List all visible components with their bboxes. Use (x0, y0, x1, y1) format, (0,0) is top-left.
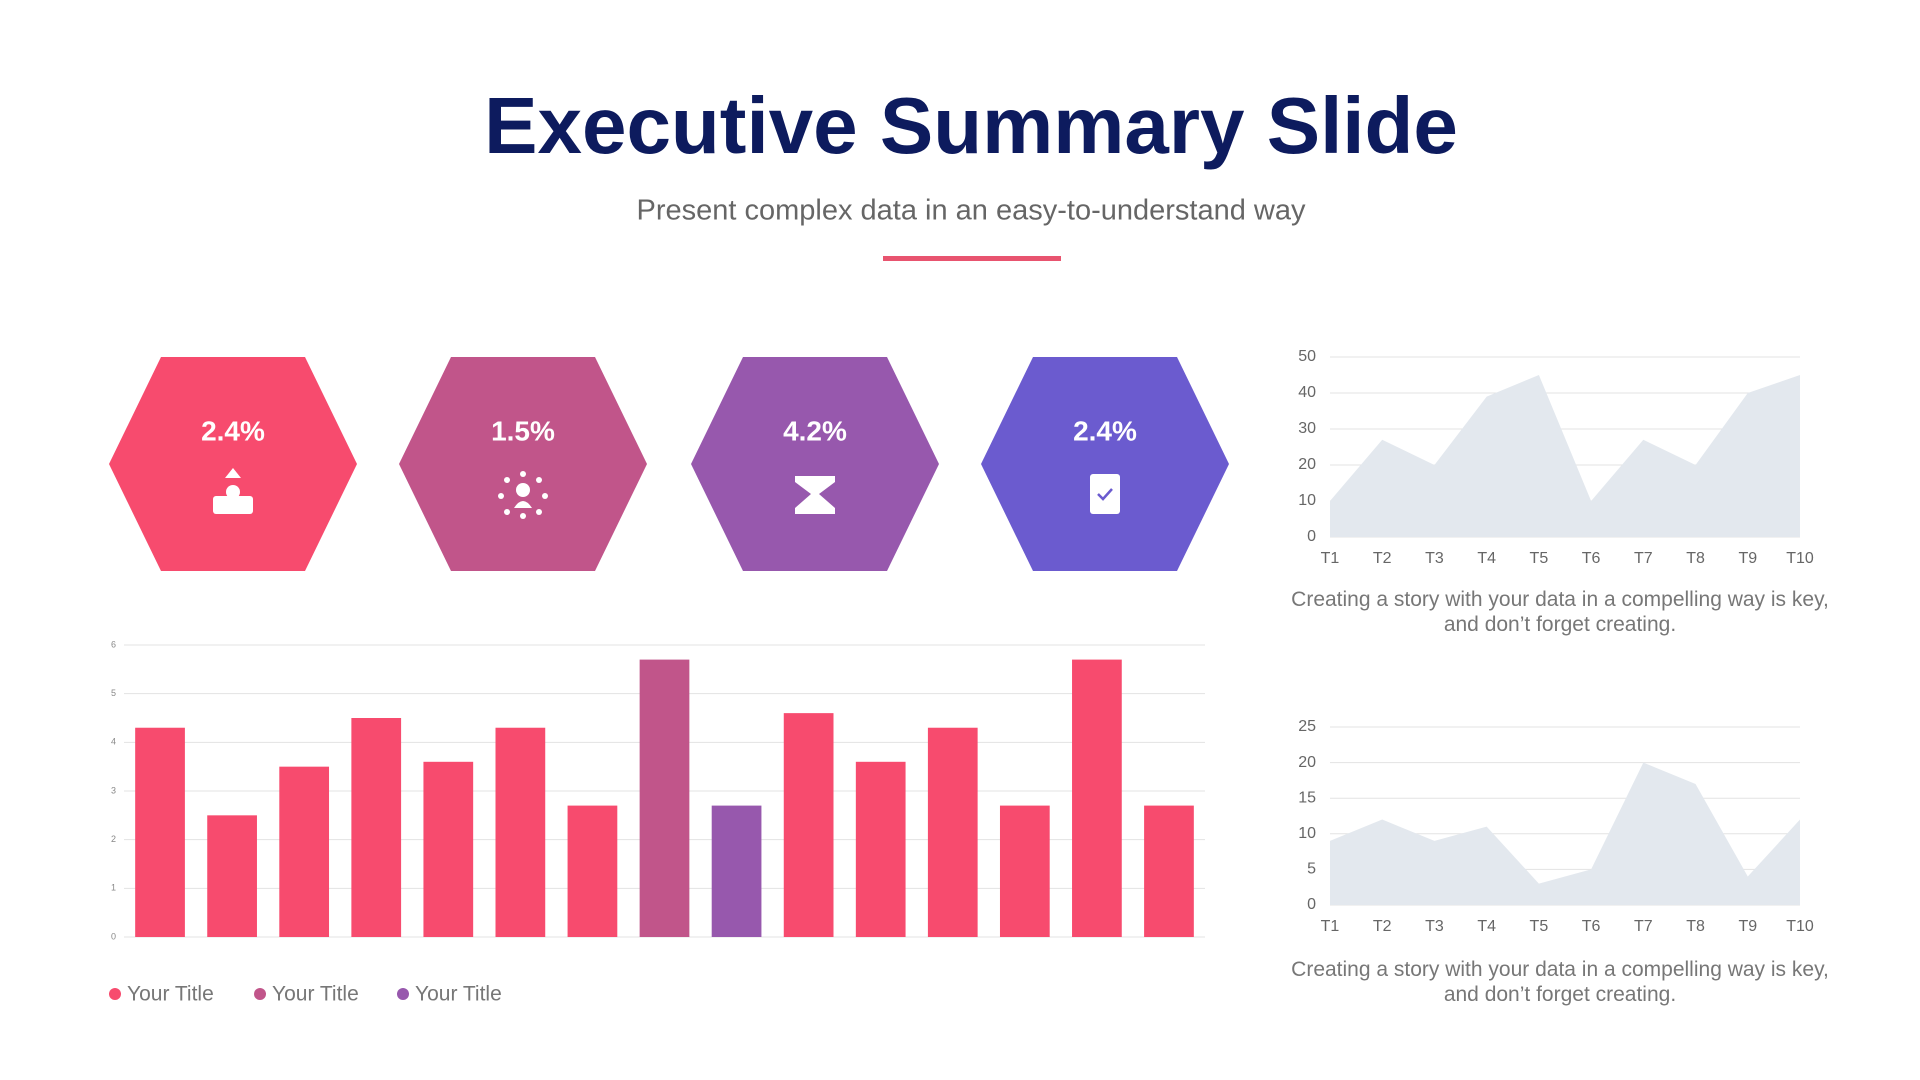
y-tick-label: 30 (1298, 420, 1316, 437)
y-tick-label: 20 (1298, 456, 1316, 473)
kpi-hexagon (109, 357, 357, 571)
x-tick-label: T2 (1373, 918, 1392, 935)
icon-part (1090, 474, 1120, 514)
x-tick-label: T7 (1634, 550, 1653, 567)
icon-part (542, 493, 548, 499)
kpi-icon (1090, 474, 1120, 514)
x-tick-label: T3 (1425, 918, 1444, 935)
y-tick-label: 6 (111, 639, 116, 649)
y-tick-label: 3 (111, 785, 116, 795)
icon-part (1097, 488, 1113, 501)
icon-part (536, 477, 542, 483)
icon-part (520, 513, 526, 519)
y-tick-label: 40 (1298, 384, 1316, 401)
divider (883, 256, 1061, 261)
x-tick-label: T10 (1786, 918, 1814, 935)
y-tick-label: 50 (1298, 348, 1316, 365)
x-tick-label: T6 (1582, 550, 1601, 567)
x-tick-label: T5 (1530, 918, 1549, 935)
icon-part (520, 471, 526, 477)
kpi-hexagon (691, 357, 939, 571)
legend-label: Your Title (415, 983, 502, 1006)
bar (495, 727, 546, 937)
icon-part (516, 483, 530, 497)
subtitle: Present complex data in an easy-to-under… (637, 195, 1306, 227)
x-tick-label: T7 (1634, 918, 1653, 935)
x-tick-label: T4 (1477, 918, 1496, 935)
x-tick-label: T9 (1738, 918, 1757, 935)
kpi-value: 1.5% (491, 415, 555, 446)
icon-part (504, 509, 510, 515)
bar (567, 805, 618, 937)
kpi-value: 2.4% (1073, 415, 1137, 446)
y-tick-label: 4 (111, 737, 116, 747)
y-tick-label: 2 (111, 834, 116, 844)
area (1330, 375, 1800, 537)
x-tick-label: T6 (1582, 918, 1601, 935)
kpi-hexagon (399, 357, 647, 571)
x-tick-label: T5 (1530, 550, 1549, 567)
legend-marker (254, 988, 266, 1000)
caption: Creating a story with your data in a com… (1291, 588, 1829, 636)
caption: Creating a story with your data in a com… (1291, 958, 1829, 1006)
x-tick-label: T3 (1425, 550, 1444, 567)
y-tick-label: 15 (1298, 789, 1316, 806)
bar (207, 815, 257, 937)
bar (135, 727, 185, 937)
legend-label: Your Title (272, 983, 359, 1006)
bar (423, 761, 474, 937)
legend-label: Your Title (127, 983, 214, 1006)
kpi-icon (213, 468, 253, 514)
bar (351, 718, 402, 937)
y-tick-label: 0 (111, 931, 116, 941)
legend-marker (397, 988, 409, 1000)
x-tick-label: T4 (1477, 550, 1496, 567)
bar (783, 713, 834, 937)
y-tick-label: 1 (111, 883, 116, 893)
area (1330, 762, 1800, 905)
x-tick-label: T1 (1321, 918, 1340, 935)
bar (711, 805, 762, 937)
kpi-value: 4.2% (783, 415, 847, 446)
kpi-icon (498, 471, 548, 519)
icon-part (514, 501, 532, 508)
legend-marker (109, 988, 121, 1000)
icon-part (536, 509, 542, 515)
icon-part (213, 496, 253, 514)
icon-part (498, 493, 504, 499)
bar (279, 766, 330, 937)
bar (855, 761, 906, 937)
y-tick-label: 5 (111, 688, 116, 698)
x-tick-label: T8 (1686, 918, 1705, 935)
bar (639, 659, 690, 937)
y-tick-label: 5 (1307, 861, 1316, 878)
icon-part (226, 485, 240, 499)
x-tick-label: T10 (1786, 550, 1814, 567)
bar (1144, 805, 1194, 937)
icon-part (795, 476, 835, 514)
icon-part (225, 468, 241, 478)
y-tick-label: 25 (1298, 718, 1316, 735)
bar (927, 727, 978, 937)
x-tick-label: T2 (1373, 550, 1392, 567)
icon-part (504, 477, 510, 483)
kpi-hexagon (981, 357, 1229, 571)
bar (999, 805, 1050, 937)
bar (1072, 659, 1122, 937)
kpi-value: 2.4% (201, 415, 265, 446)
y-tick-label: 10 (1298, 825, 1316, 842)
y-tick-label: 0 (1307, 896, 1316, 913)
y-tick-label: 10 (1298, 492, 1316, 509)
kpi-icon (795, 476, 835, 514)
x-tick-label: T9 (1738, 550, 1757, 567)
y-tick-label: 20 (1298, 754, 1316, 771)
x-tick-label: T8 (1686, 550, 1705, 567)
x-tick-label: T1 (1321, 550, 1340, 567)
title: Executive Summary Slide (484, 81, 1458, 170)
y-tick-label: 0 (1307, 528, 1316, 545)
